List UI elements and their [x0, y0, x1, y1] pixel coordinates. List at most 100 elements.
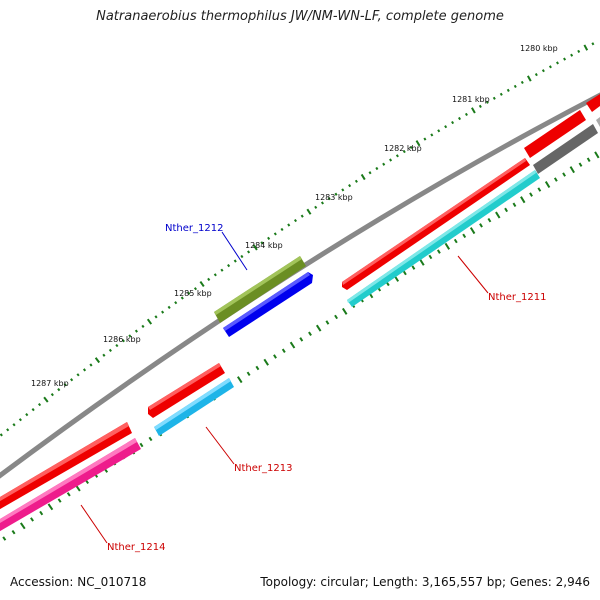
- tick-label-1282: 1282 kbp: [384, 144, 422, 153]
- gc-mark: [512, 202, 517, 208]
- tick-mark: [50, 392, 54, 397]
- tick-mark: [334, 192, 338, 196]
- gene-nther-1214: [0, 422, 132, 510]
- tick-mark: [314, 205, 318, 209]
- tick-mark: [402, 149, 406, 154]
- tick-mark: [360, 173, 366, 181]
- gc-mark: [402, 270, 407, 276]
- tick-mark: [577, 49, 581, 53]
- gene-label-nther-1213: Nther_1213: [234, 463, 292, 474]
- tick-mark: [174, 301, 178, 305]
- tick-label-1284: 1284 kbp: [245, 241, 283, 250]
- outer-dotted-ring: [0, 42, 595, 437]
- gc-mark: [246, 371, 251, 377]
- gene-labels: Nther_1212 Nther_1211 Nther_1213 Nther_1…: [107, 223, 546, 553]
- gc-mark: [419, 258, 425, 266]
- gc-mark: [469, 227, 476, 235]
- tick-mark: [187, 291, 191, 295]
- tick-mark: [526, 75, 532, 82]
- tick-mark: [76, 373, 80, 377]
- gc-mark: [325, 320, 330, 325]
- tick-mark: [478, 104, 482, 108]
- tick-mark: [293, 218, 297, 223]
- tick-mark: [6, 428, 10, 432]
- tick-mark: [423, 137, 427, 141]
- tick-mark: [492, 96, 496, 100]
- tick-mark: [273, 232, 277, 236]
- gene-upper-red: [524, 94, 600, 158]
- tick-label-1283: 1283 kbp: [315, 193, 353, 202]
- tick-mark: [12, 423, 16, 427]
- gene-upper-gray: [533, 117, 600, 174]
- gc-mark: [148, 436, 153, 442]
- tick-mark: [368, 171, 372, 175]
- tick-mark: [570, 53, 574, 57]
- gene-label-leaders: [80, 231, 489, 544]
- gc-mark: [529, 192, 533, 197]
- gc-mark: [308, 331, 312, 336]
- gc-mark: [289, 341, 296, 349]
- gene-label-nther-1211: Nther_1211: [488, 292, 546, 303]
- tick-mark: [415, 140, 421, 147]
- tick-mark: [161, 310, 165, 314]
- gc-mark: [594, 151, 600, 159]
- gc-mark: [30, 517, 34, 522]
- gc-mark: [578, 162, 583, 167]
- gc-mark: [2, 536, 7, 541]
- tick-mark: [37, 402, 42, 407]
- gc-mark: [495, 211, 501, 219]
- gc-mark: [562, 172, 566, 177]
- tick-mark: [102, 353, 106, 357]
- gc-mark: [537, 187, 542, 192]
- tick-mark: [180, 296, 184, 300]
- tick-mark: [444, 125, 448, 129]
- tick-mark: [220, 268, 224, 272]
- tick-mark: [354, 179, 358, 183]
- tick-mark: [464, 112, 468, 117]
- gc-mark: [237, 376, 243, 384]
- tick-mark: [287, 223, 291, 227]
- tick-mark: [247, 250, 251, 254]
- tick-mark: [89, 363, 93, 367]
- gc-content-ring: [2, 151, 600, 541]
- tick-mark: [300, 214, 304, 218]
- gene-features: [0, 94, 600, 532]
- tick-mark: [471, 107, 476, 114]
- tick-mark: [556, 61, 559, 65]
- tick-label-1285: 1285 kbp: [174, 289, 212, 298]
- gc-mark: [504, 207, 509, 213]
- tick-label-1281: 1281 kbp: [452, 95, 490, 104]
- tick-mark: [43, 396, 49, 403]
- kbp-labels: 1280 kbp 1281 kbp 1282 kbp 1283 kbp 1284…: [31, 44, 558, 388]
- tick-mark: [541, 69, 545, 73]
- tick-mark: [0, 433, 3, 437]
- tick-mark: [430, 133, 434, 137]
- tick-mark: [280, 227, 284, 232]
- gene-label-nther-1214: Nther_1214: [107, 542, 165, 553]
- gc-mark: [299, 337, 304, 342]
- tick-mark: [167, 305, 171, 309]
- tick-mark: [115, 343, 119, 348]
- tick-mark: [513, 84, 517, 88]
- tick-mark: [267, 236, 271, 240]
- tick-mark: [207, 277, 211, 281]
- tick-mark: [583, 44, 589, 51]
- tick-mark: [233, 259, 237, 263]
- tick-mark: [327, 197, 331, 201]
- tick-mark: [375, 166, 379, 171]
- tick-mark: [451, 121, 455, 125]
- gc-mark: [444, 242, 451, 250]
- tick-label-1287: 1287 kbp: [31, 379, 69, 388]
- gc-mark: [263, 358, 269, 366]
- gc-mark: [281, 348, 286, 354]
- tick-mark: [154, 315, 158, 319]
- gc-mark: [411, 265, 416, 270]
- tick-mark: [341, 188, 345, 192]
- gene-nther-1213: [148, 363, 225, 418]
- gc-mark: [39, 510, 44, 516]
- gc-mark: [479, 223, 483, 228]
- gc-mark: [520, 196, 526, 204]
- gene-nther-1211-cyan: [347, 170, 540, 307]
- tick-mark: [128, 334, 132, 338]
- tick-mark: [548, 65, 552, 69]
